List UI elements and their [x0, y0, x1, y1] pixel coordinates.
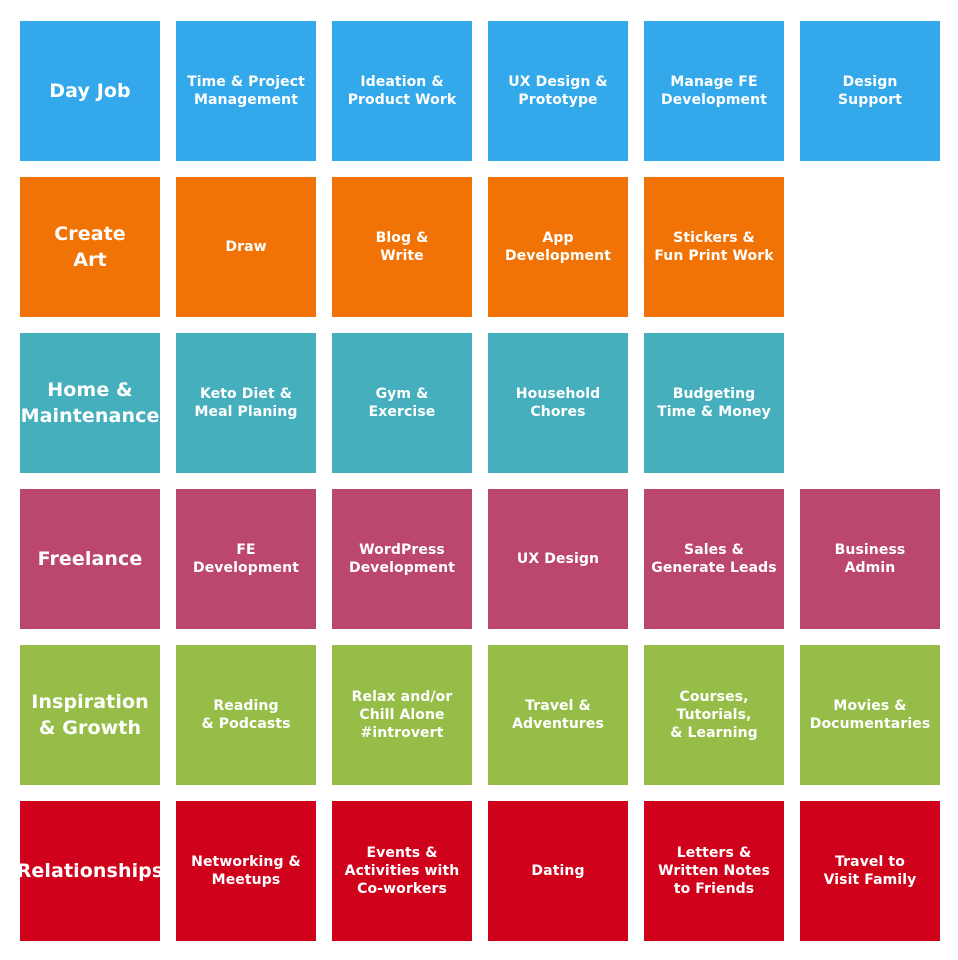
task-label: Travel to Visit Family: [823, 854, 917, 888]
category-header-label: Day Job: [49, 80, 131, 102]
category-header-label: Inspiration & Growth: [31, 691, 149, 739]
task-label: FE Development: [192, 542, 300, 576]
task-label: Courses, Tutorials, & Learning: [670, 689, 758, 741]
category-header-create-art: Create Art: [20, 177, 160, 317]
task-label: UX Design: [516, 551, 600, 567]
category-header-label: Freelance: [37, 548, 143, 570]
row-create-art: Create Art Draw Blog & Write App Developmen…: [20, 177, 940, 317]
task-label: Movies & Documentaries: [809, 698, 931, 732]
row-inspiration-growth: Inspiration & Growth Reading & Podcasts Re…: [20, 645, 940, 785]
row-home-maintenance: Home & Maintenance Keto Diet & Meal Plani…: [20, 333, 940, 473]
category-header-inspiration-growth: Inspiration & Growth: [20, 645, 160, 785]
task-tile: Travel to Visit Family: [800, 801, 940, 941]
task-label: Stickers & Fun Print Work: [654, 230, 774, 264]
row-freelance: Freelance FE Development WordPress Develop…: [20, 489, 940, 629]
task-tile: Draw: [176, 177, 316, 317]
task-label: App Development: [504, 230, 612, 264]
row-relationships: Relationships Networking & Meetups Events …: [17, 801, 940, 941]
task-label: Business Admin: [834, 542, 906, 576]
category-header-freelance: Freelance: [20, 489, 160, 629]
category-header-label: Create Art: [54, 223, 126, 271]
task-label: Relax and/or Chill Alone #introvert: [351, 689, 453, 741]
category-header-label: Home & Maintenance: [20, 379, 160, 427]
task-label: Travel & Adventures: [512, 698, 604, 732]
category-header-home-maintenance: Home & Maintenance: [20, 333, 160, 473]
task-tile: Relax and/or Chill Alone #introvert: [332, 645, 472, 785]
category-header-relationships: Relationships: [17, 801, 163, 941]
task-label: Sales & Generate Leads: [651, 542, 777, 576]
task-tile: Courses, Tutorials, & Learning: [644, 645, 784, 785]
task-tile: Manage FE Development: [644, 21, 784, 161]
task-tile: WordPress Development: [332, 489, 472, 629]
task-tile: Blog & Write: [332, 177, 472, 317]
task-tile: FE Development: [176, 489, 316, 629]
task-tile: Business Admin: [800, 489, 940, 629]
task-tile: Dating: [488, 801, 628, 941]
category-grid: Day Job Time & Project Management Ideation…: [17, 21, 940, 941]
task-label: Design Support: [837, 74, 902, 108]
task-label: Time & Project Management: [187, 74, 305, 108]
task-tile: Time & Project Management: [176, 21, 316, 161]
task-label: Networking & Meetups: [191, 854, 301, 888]
task-tile: Budgeting Time & Money: [644, 333, 784, 473]
task-label: Household Chores: [515, 386, 601, 420]
task-tile: UX Design: [488, 489, 628, 629]
task-tile: Stickers & Fun Print Work: [644, 177, 784, 317]
task-label: Events & Activities with Co-workers: [344, 845, 460, 897]
task-label: Ideation & Product Work: [347, 74, 457, 108]
task-label: UX Design & Prototype: [508, 74, 608, 108]
task-tile: Reading & Podcasts: [176, 645, 316, 785]
task-tile: Gym & Exercise: [332, 333, 472, 473]
task-tile: Movies & Documentaries: [800, 645, 940, 785]
task-tile: Household Chores: [488, 333, 628, 473]
task-label: WordPress Development: [348, 542, 456, 576]
task-label: Blog & Write: [375, 230, 429, 264]
task-label: Gym & Exercise: [368, 386, 436, 420]
task-tile: Networking & Meetups: [176, 801, 316, 941]
task-tile: Design Support: [800, 21, 940, 161]
task-tile: Events & Activities with Co-workers: [332, 801, 472, 941]
task-label: Letters & Written Notes to Friends: [658, 845, 770, 897]
task-label: Reading & Podcasts: [201, 698, 291, 732]
category-header-day-job: Day Job: [20, 21, 160, 161]
task-tile: Letters & Written Notes to Friends: [644, 801, 784, 941]
task-label: Budgeting Time & Money: [657, 386, 771, 420]
category-header-label: Relationships: [16, 860, 164, 882]
task-tile: Travel & Adventures: [488, 645, 628, 785]
task-label: Dating: [531, 863, 585, 879]
task-tile: UX Design & Prototype: [488, 21, 628, 161]
row-day-job: Day Job Time & Project Management Ideation…: [20, 21, 940, 161]
task-tile: App Development: [488, 177, 628, 317]
task-tile: Keto Diet & Meal Planing: [176, 333, 316, 473]
task-tile: Sales & Generate Leads: [644, 489, 784, 629]
task-label: Draw: [225, 239, 267, 255]
task-tile: Ideation & Product Work: [332, 21, 472, 161]
task-label: Manage FE Development: [660, 74, 768, 108]
task-label: Keto Diet & Meal Planing: [194, 386, 298, 420]
